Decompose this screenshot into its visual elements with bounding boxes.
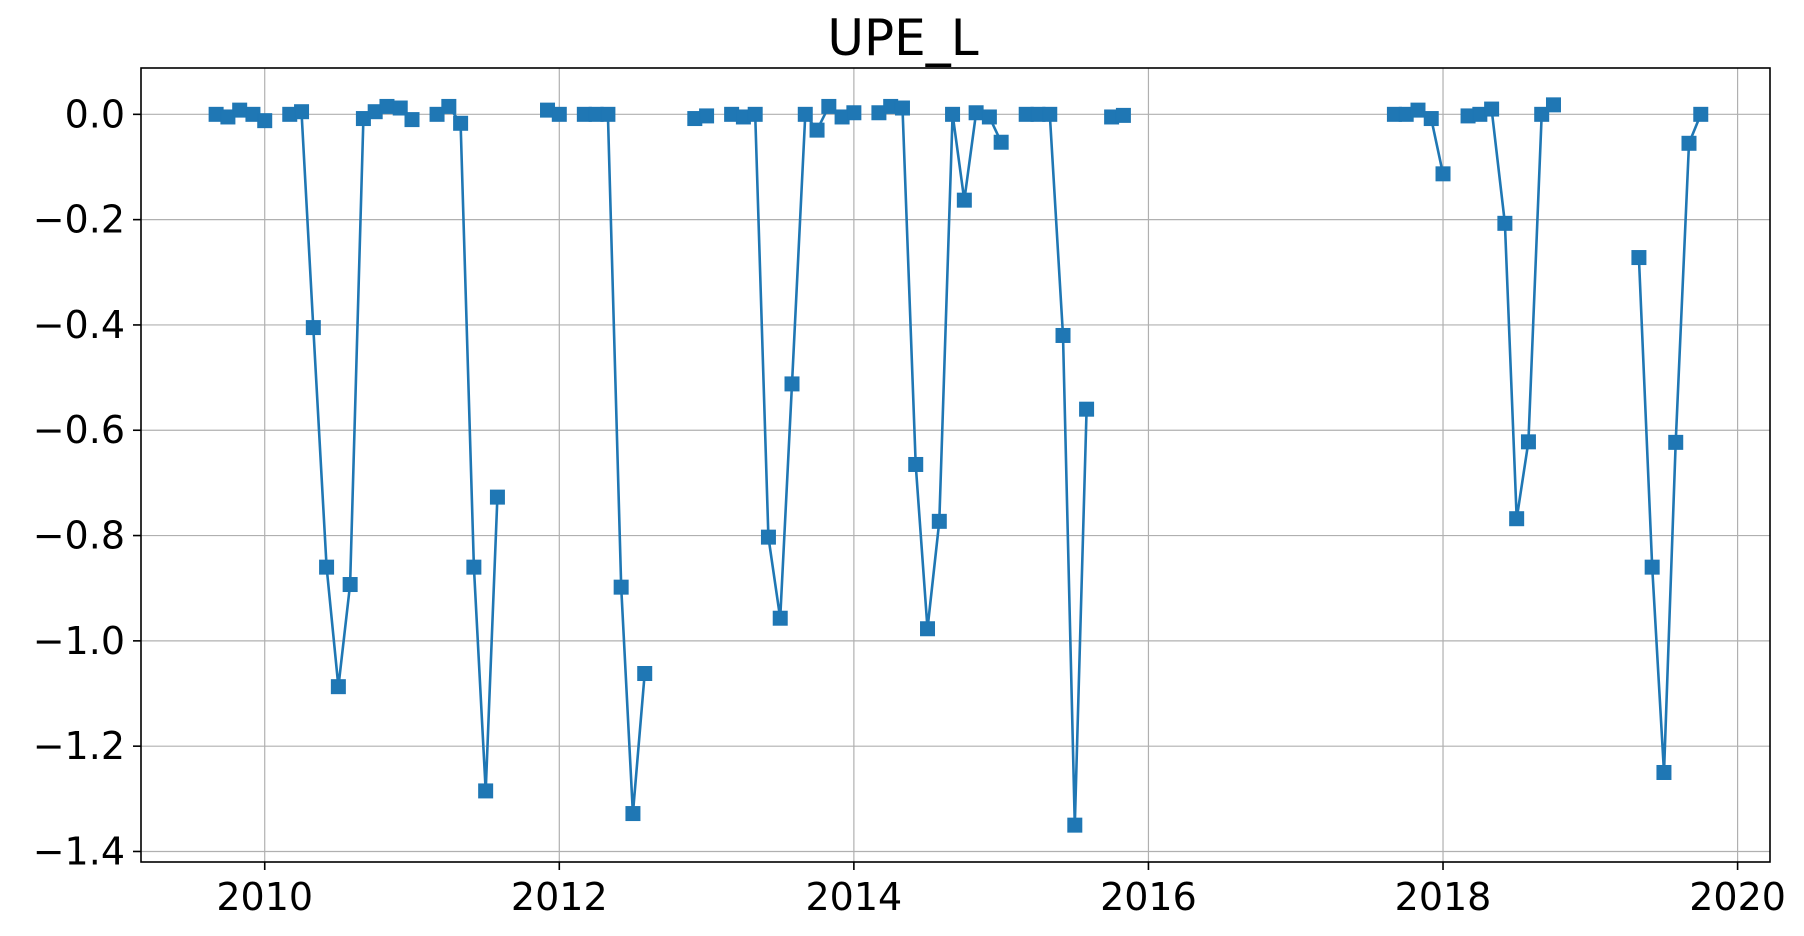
data-point xyxy=(784,376,800,392)
data-point xyxy=(1435,166,1451,182)
data-point xyxy=(1644,559,1660,575)
y-tick-label: −0.8 xyxy=(33,514,125,558)
data-point xyxy=(797,106,813,122)
data-point xyxy=(1681,135,1697,151)
data-point xyxy=(613,579,629,595)
series-line-segment xyxy=(436,105,499,793)
x-tick-label: 2010 xyxy=(216,875,313,919)
data-point xyxy=(1067,817,1083,833)
series-line-segment xyxy=(1467,103,1555,521)
x-tick-label: 2012 xyxy=(511,875,608,919)
data-point xyxy=(600,106,616,122)
data-point xyxy=(968,105,984,121)
data-point xyxy=(747,106,763,122)
data-point xyxy=(1693,106,1709,122)
data-point xyxy=(846,105,862,121)
data-point xyxy=(637,666,653,682)
data-point xyxy=(1484,101,1500,117)
data-point xyxy=(956,192,972,208)
data-point xyxy=(1520,434,1536,450)
data-point xyxy=(760,529,776,545)
data-point xyxy=(232,102,248,118)
data-point xyxy=(330,679,346,695)
data-point xyxy=(1631,250,1647,266)
data-point xyxy=(699,108,715,124)
x-tick-label: 2018 xyxy=(1395,875,1492,919)
data-point xyxy=(625,806,641,822)
y-tick-label: −1.4 xyxy=(33,829,125,873)
data-point xyxy=(981,109,997,125)
data-point xyxy=(342,577,358,593)
data-point xyxy=(945,106,961,122)
data-point xyxy=(379,98,395,114)
data-point xyxy=(466,559,482,575)
y-tick-label: −1.2 xyxy=(33,724,125,768)
series-line-segment xyxy=(289,105,413,689)
data-point xyxy=(1115,107,1131,123)
data-point xyxy=(1497,215,1513,231)
data-point xyxy=(1423,111,1439,127)
x-tick-label: 2014 xyxy=(806,875,903,919)
plot-frame xyxy=(140,67,1771,863)
data-point xyxy=(551,106,567,122)
data-point xyxy=(1534,106,1550,122)
data-point xyxy=(993,134,1009,150)
data-point xyxy=(1042,106,1058,122)
y-axis: 0.0 −0.2 −0.4 −0.6 −0.8 −1.0 −1.2 −1.4 xyxy=(33,92,141,873)
data-point xyxy=(453,115,469,131)
data-point xyxy=(257,113,273,129)
data-point xyxy=(809,122,825,138)
series-line-segment xyxy=(1026,113,1088,827)
data-point xyxy=(294,104,310,120)
y-tick-label: 0.0 xyxy=(65,92,125,136)
grid xyxy=(141,68,1770,862)
series-line-segment xyxy=(731,105,855,620)
data-point xyxy=(772,610,788,626)
data-point xyxy=(392,100,408,116)
x-tick-label: 2020 xyxy=(1689,875,1786,919)
data-point xyxy=(489,489,505,505)
chart-title: UPE_L xyxy=(827,9,978,67)
data-point xyxy=(319,559,335,575)
data-point xyxy=(1509,511,1525,527)
y-tick-label: −0.6 xyxy=(33,408,125,452)
data-point xyxy=(305,320,321,336)
y-tick-label: −0.2 xyxy=(33,198,125,242)
data-point xyxy=(1656,764,1672,780)
data-point xyxy=(478,783,494,799)
data-point xyxy=(441,98,457,114)
series-line-segment xyxy=(878,105,1003,631)
data-point xyxy=(1055,327,1071,343)
data-point xyxy=(1545,97,1561,113)
data-point xyxy=(931,513,947,529)
x-tick-label: 2016 xyxy=(1100,875,1197,919)
data-point xyxy=(908,456,924,472)
data-point xyxy=(1410,102,1426,118)
y-tick-label: −0.4 xyxy=(33,303,125,347)
data-point xyxy=(894,100,910,116)
series-upe-l xyxy=(208,97,1709,833)
data-point xyxy=(404,112,420,128)
data-point xyxy=(1079,401,1095,417)
data-point xyxy=(920,621,936,637)
x-axis: 2010 2012 2014 2016 2018 2020 xyxy=(216,862,1786,919)
data-point xyxy=(1668,434,1684,450)
y-tick-label: −1.0 xyxy=(33,619,125,663)
data-point xyxy=(821,98,837,114)
data-point xyxy=(429,106,445,122)
